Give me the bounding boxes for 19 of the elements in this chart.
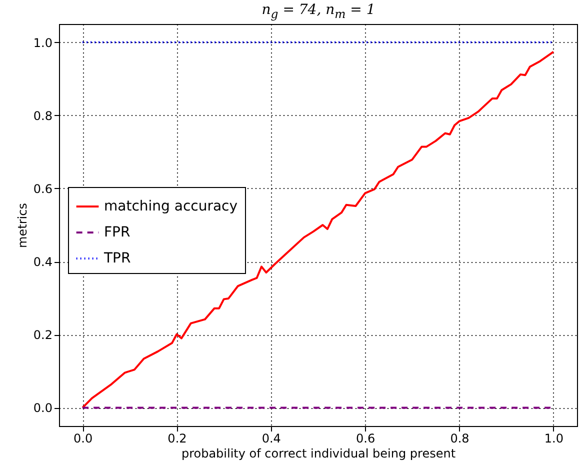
y-axis-title: metrics (15, 203, 30, 248)
y-tick-label: 0.0 (33, 401, 52, 416)
y-tick-label: 0.4 (33, 255, 52, 270)
x-tick-label: 0.6 (356, 432, 376, 446)
y-tick-label: 1.0 (33, 36, 52, 50)
legend-label: FPR (104, 224, 130, 240)
line-series (82, 50, 554, 409)
chart-title: n$_{g}$ = 74, n$_{m}$ = 1 (260, 2, 376, 21)
y-tick-label: 0.2 (33, 328, 52, 342)
x-tick-label: 0.2 (168, 432, 187, 446)
legend-label: TPR (103, 250, 131, 266)
x-axis-title: probability of correct individual being present (181, 446, 456, 460)
y-tick-label: 0.6 (33, 182, 52, 196)
x-tick-label: 0.4 (262, 432, 281, 446)
x-tick-label: 0.8 (450, 432, 470, 446)
x-tick-label: 1.0 (544, 432, 564, 446)
legend-label: matching accuracy (104, 198, 238, 214)
x-tick-label: 0.0 (74, 432, 93, 446)
y-tick-label: 0.8 (33, 108, 52, 123)
